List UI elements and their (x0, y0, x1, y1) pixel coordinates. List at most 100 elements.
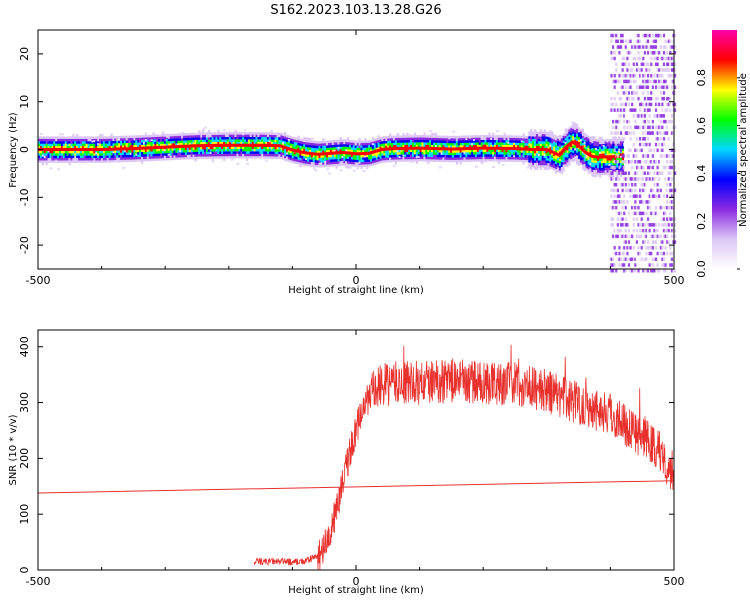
spectrogram-cell (634, 108, 637, 112)
spectrogram-cell (486, 139, 489, 143)
spectrogram-cell (270, 132, 273, 135)
spectrogram-cell (537, 136, 541, 139)
spectrogram-cell (251, 139, 254, 142)
spectrogram-cell (494, 139, 497, 143)
spectrogram-cell (613, 182, 616, 187)
spectrogram-cell (626, 234, 629, 239)
spectrogram-cell (522, 152, 525, 156)
spectrogram-cell (478, 135, 481, 138)
spectrogram-cell (645, 211, 648, 216)
spectrogram-cell (667, 39, 670, 44)
spectrogram-cell (121, 142, 125, 146)
spectrogram-cell (398, 155, 402, 158)
spectrogram-cell (670, 177, 674, 181)
spectrogram-cell (478, 132, 481, 136)
spectrogram-cell (308, 140, 312, 143)
spectrogram-cell (541, 157, 544, 161)
spectrogram-cell (121, 152, 125, 156)
spectrogram-cell (669, 171, 672, 175)
spectrogram-cell (457, 157, 460, 160)
spectrogram-cell (286, 137, 289, 140)
spectrogram-cell (667, 125, 670, 130)
spectrogram-cell (574, 127, 577, 131)
spectrogram-cell (156, 139, 159, 142)
spectrogram-cell (305, 156, 308, 160)
spectrogram-cell (85, 136, 88, 139)
spectrogram-cell (650, 56, 653, 61)
spectrogram-cell (624, 91, 627, 95)
spectrogram-cell (278, 132, 281, 136)
spectrogram-cell (76, 150, 79, 154)
spectrogram-cell (221, 153, 224, 157)
spectrogram-cell (611, 79, 615, 84)
spectrogram-cell (377, 144, 380, 148)
spectrogram-cell (526, 140, 529, 144)
spectrogram-cell (632, 177, 635, 181)
spectrogram-cell (141, 156, 144, 160)
spectrogram-cell (572, 133, 575, 137)
spectrogram-cell (57, 168, 61, 171)
spectrogram-cell (116, 140, 119, 144)
spectrogram-cell (78, 145, 81, 149)
spectrogram-cell (234, 148, 237, 152)
spectrogram-cell (618, 155, 621, 159)
spectrogram-cell (535, 133, 539, 137)
spectrogram-cell (276, 132, 279, 136)
spectrogram-cell (322, 147, 325, 151)
spectrogram-cell (642, 125, 645, 130)
spectrogram-cell (659, 119, 662, 124)
spectrogram-cell (301, 141, 304, 144)
spectrogram-cell (303, 156, 306, 159)
spectrogram-cell (57, 157, 60, 161)
spectrogram-cell (263, 151, 266, 154)
spectrogram-cell (560, 161, 563, 165)
spectrogram-cell (614, 169, 617, 173)
spectrogram-cell (602, 165, 605, 168)
spectrogram-cell (662, 79, 666, 84)
spectrogram-cell (213, 132, 216, 135)
spectrogram-cell (238, 136, 241, 140)
spectrogram-cell (610, 162, 613, 166)
spectrogram-cell (224, 132, 228, 135)
spectrogram-cell (186, 154, 190, 158)
spectrogram-cell (270, 156, 273, 159)
spectrogram-cell (270, 149, 273, 152)
spectrogram-cell (162, 131, 165, 135)
spectrogram-cell (398, 156, 401, 160)
spectrogram-cell (247, 151, 251, 154)
spectrogram-cell (651, 119, 654, 124)
spectrogram-cell (616, 157, 619, 161)
spectrogram-cell (148, 137, 151, 140)
spectrogram-cell (160, 148, 163, 152)
spectrogram-cell (238, 141, 241, 145)
spectrogram-cell (664, 223, 667, 227)
spectrogram-cell (659, 131, 662, 135)
spectrogram-cell (408, 135, 411, 138)
spectrogram-cell (280, 151, 283, 155)
spectrogram-cell (394, 144, 397, 148)
spectrogram-cell (524, 138, 527, 141)
spectrogram-cell (635, 234, 639, 239)
spectrogram-cell (347, 137, 350, 140)
spectrogram-cell (474, 139, 478, 143)
spectrogram-cell (666, 108, 669, 112)
spectrogram-cell (562, 145, 565, 148)
spectrogram-cell (511, 156, 514, 160)
spectrogram-cell (457, 150, 460, 153)
spectrogram-cell (383, 157, 386, 161)
spectrogram-cell (364, 164, 367, 167)
spectrogram-cell (89, 160, 92, 163)
spectrogram-cell (337, 158, 340, 162)
spectrogram-cell (249, 139, 252, 142)
spectrogram-cell (446, 150, 449, 153)
spectrogram-cell (125, 159, 128, 163)
spectrogram-cell (211, 151, 214, 155)
spectrogram-cell (139, 159, 142, 162)
spectrogram-cell (125, 135, 128, 139)
spectrogram-cell (278, 137, 281, 140)
spectrogram-cell (112, 143, 115, 146)
spectrogram-cell (624, 177, 627, 181)
spectrogram-cell (662, 142, 666, 147)
spectrogram-cell (532, 160, 535, 163)
spectrogram-cell (392, 164, 396, 167)
